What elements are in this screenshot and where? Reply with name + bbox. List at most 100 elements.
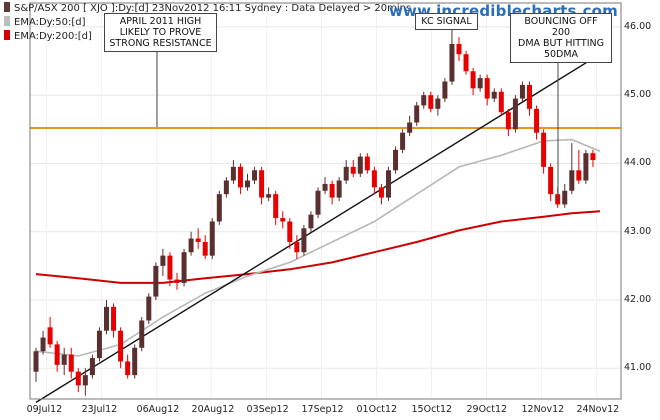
x-tick-label: 03Sep12 bbox=[246, 404, 289, 415]
x-tick-label: 01Oct12 bbox=[356, 404, 398, 415]
candle-body bbox=[33, 351, 39, 372]
candle-body bbox=[223, 180, 229, 195]
x-tick-label: 20Aug12 bbox=[191, 404, 235, 415]
candle-body bbox=[470, 71, 476, 89]
annotation-leaders bbox=[156, 16, 559, 201]
x-tick-label: 15Oct12 bbox=[411, 404, 453, 415]
ema200-line bbox=[35, 210, 601, 284]
candle-body bbox=[89, 358, 95, 376]
candle-body bbox=[364, 156, 370, 171]
candle-body bbox=[160, 255, 166, 266]
trend-line bbox=[35, 53, 601, 403]
candle-body bbox=[357, 156, 363, 174]
candlesticks bbox=[33, 16, 596, 396]
candle-body bbox=[61, 354, 67, 365]
candle-body bbox=[512, 98, 518, 130]
annotation-april-high: APRIL 2011 HIGH LIKELY TO PROVE STRONG R… bbox=[104, 13, 217, 52]
plot-lines bbox=[30, 53, 621, 403]
candle-body bbox=[322, 183, 328, 191]
candle-body bbox=[54, 344, 60, 365]
x-tick-label: 17Sep12 bbox=[301, 404, 344, 415]
candle-body bbox=[491, 91, 497, 99]
y-tick-label: 46.00 bbox=[624, 20, 652, 32]
candle-body bbox=[421, 95, 427, 106]
y-tick-label: 41.00 bbox=[624, 362, 652, 374]
legend-ema50-swatch bbox=[4, 16, 10, 26]
candle-body bbox=[583, 153, 589, 181]
candle-body bbox=[301, 228, 307, 253]
candle-body bbox=[308, 214, 314, 229]
plot-frame bbox=[29, 2, 622, 400]
legend-ema200-swatch bbox=[4, 30, 10, 40]
candle-body bbox=[266, 194, 272, 198]
candle-body bbox=[167, 255, 173, 280]
x-tick-label: 24Nov12 bbox=[576, 404, 620, 415]
candle-body bbox=[174, 279, 180, 283]
candle-body bbox=[519, 84, 525, 99]
x-tick-label: 29Oct12 bbox=[466, 404, 508, 415]
candle-body bbox=[280, 218, 286, 222]
candle-body bbox=[104, 306, 109, 331]
candle-body bbox=[407, 122, 413, 133]
candle-body bbox=[118, 330, 124, 362]
candle-body bbox=[111, 306, 117, 331]
candle-body bbox=[393, 149, 399, 171]
x-tick-label: 09Jul12 bbox=[26, 404, 63, 415]
candle-body bbox=[463, 54, 469, 72]
candle-body bbox=[294, 241, 300, 253]
candle-body bbox=[202, 241, 208, 256]
candle-body bbox=[153, 265, 159, 297]
candle-body bbox=[505, 112, 511, 130]
y-tick-label: 44.00 bbox=[624, 157, 652, 169]
candle-body bbox=[350, 166, 356, 174]
ema50-line bbox=[35, 138, 601, 357]
candle-body bbox=[237, 166, 243, 188]
annotation-bounce: BOUNCING OFF 200 DMA BUT HITTING 50DMA bbox=[510, 13, 612, 63]
candle-body bbox=[449, 43, 455, 82]
candle-body bbox=[195, 238, 201, 242]
candle-body bbox=[273, 194, 279, 219]
candle-body bbox=[414, 105, 420, 123]
candle-body bbox=[541, 132, 547, 167]
candle-body bbox=[428, 95, 434, 109]
candle-body bbox=[125, 361, 131, 376]
candle-body bbox=[40, 337, 46, 352]
candle-body bbox=[245, 180, 250, 188]
candle-body bbox=[329, 183, 335, 198]
legend-ema200: EMA:Dy:200:[d] bbox=[4, 30, 92, 43]
candle-body bbox=[259, 170, 265, 198]
candle-body bbox=[75, 371, 81, 386]
candle-body bbox=[315, 190, 321, 215]
candle-body bbox=[139, 320, 145, 348]
candle-body bbox=[378, 187, 384, 198]
candle-body bbox=[47, 327, 53, 345]
annotation-kc-signal: KC SIGNAL bbox=[415, 13, 478, 30]
candle-body bbox=[181, 252, 187, 283]
candle-body bbox=[386, 170, 391, 198]
candle-body bbox=[534, 108, 540, 133]
candle-body bbox=[209, 221, 215, 256]
candle-body bbox=[484, 78, 490, 99]
x-tick-label: 23Jul12 bbox=[81, 404, 118, 415]
candle-body bbox=[132, 347, 138, 376]
candle-body bbox=[252, 170, 258, 181]
x-tick-label: 06Aug12 bbox=[136, 404, 180, 415]
candle-body bbox=[82, 375, 88, 386]
y-tick-label: 42.00 bbox=[624, 294, 652, 305]
candle-body bbox=[230, 166, 236, 181]
legend-ema50: EMA:Dy:50:[d] bbox=[4, 16, 85, 29]
y-tick-label: 45.00 bbox=[624, 89, 652, 101]
candle-body bbox=[343, 166, 349, 181]
candle-body bbox=[146, 296, 152, 321]
legend-price: S&P/ASX 200 [ XJO ]:Dy:[d] 23Nov2012 16:… bbox=[4, 2, 411, 15]
candle-body bbox=[216, 194, 222, 222]
candle-body bbox=[456, 43, 462, 55]
candle-body bbox=[527, 84, 532, 109]
candle-body bbox=[562, 190, 568, 205]
candle-body bbox=[336, 180, 342, 198]
legend-price-swatch bbox=[4, 2, 10, 12]
candle-body bbox=[590, 153, 596, 161]
candle-body bbox=[569, 170, 575, 191]
candle-body bbox=[68, 354, 74, 372]
